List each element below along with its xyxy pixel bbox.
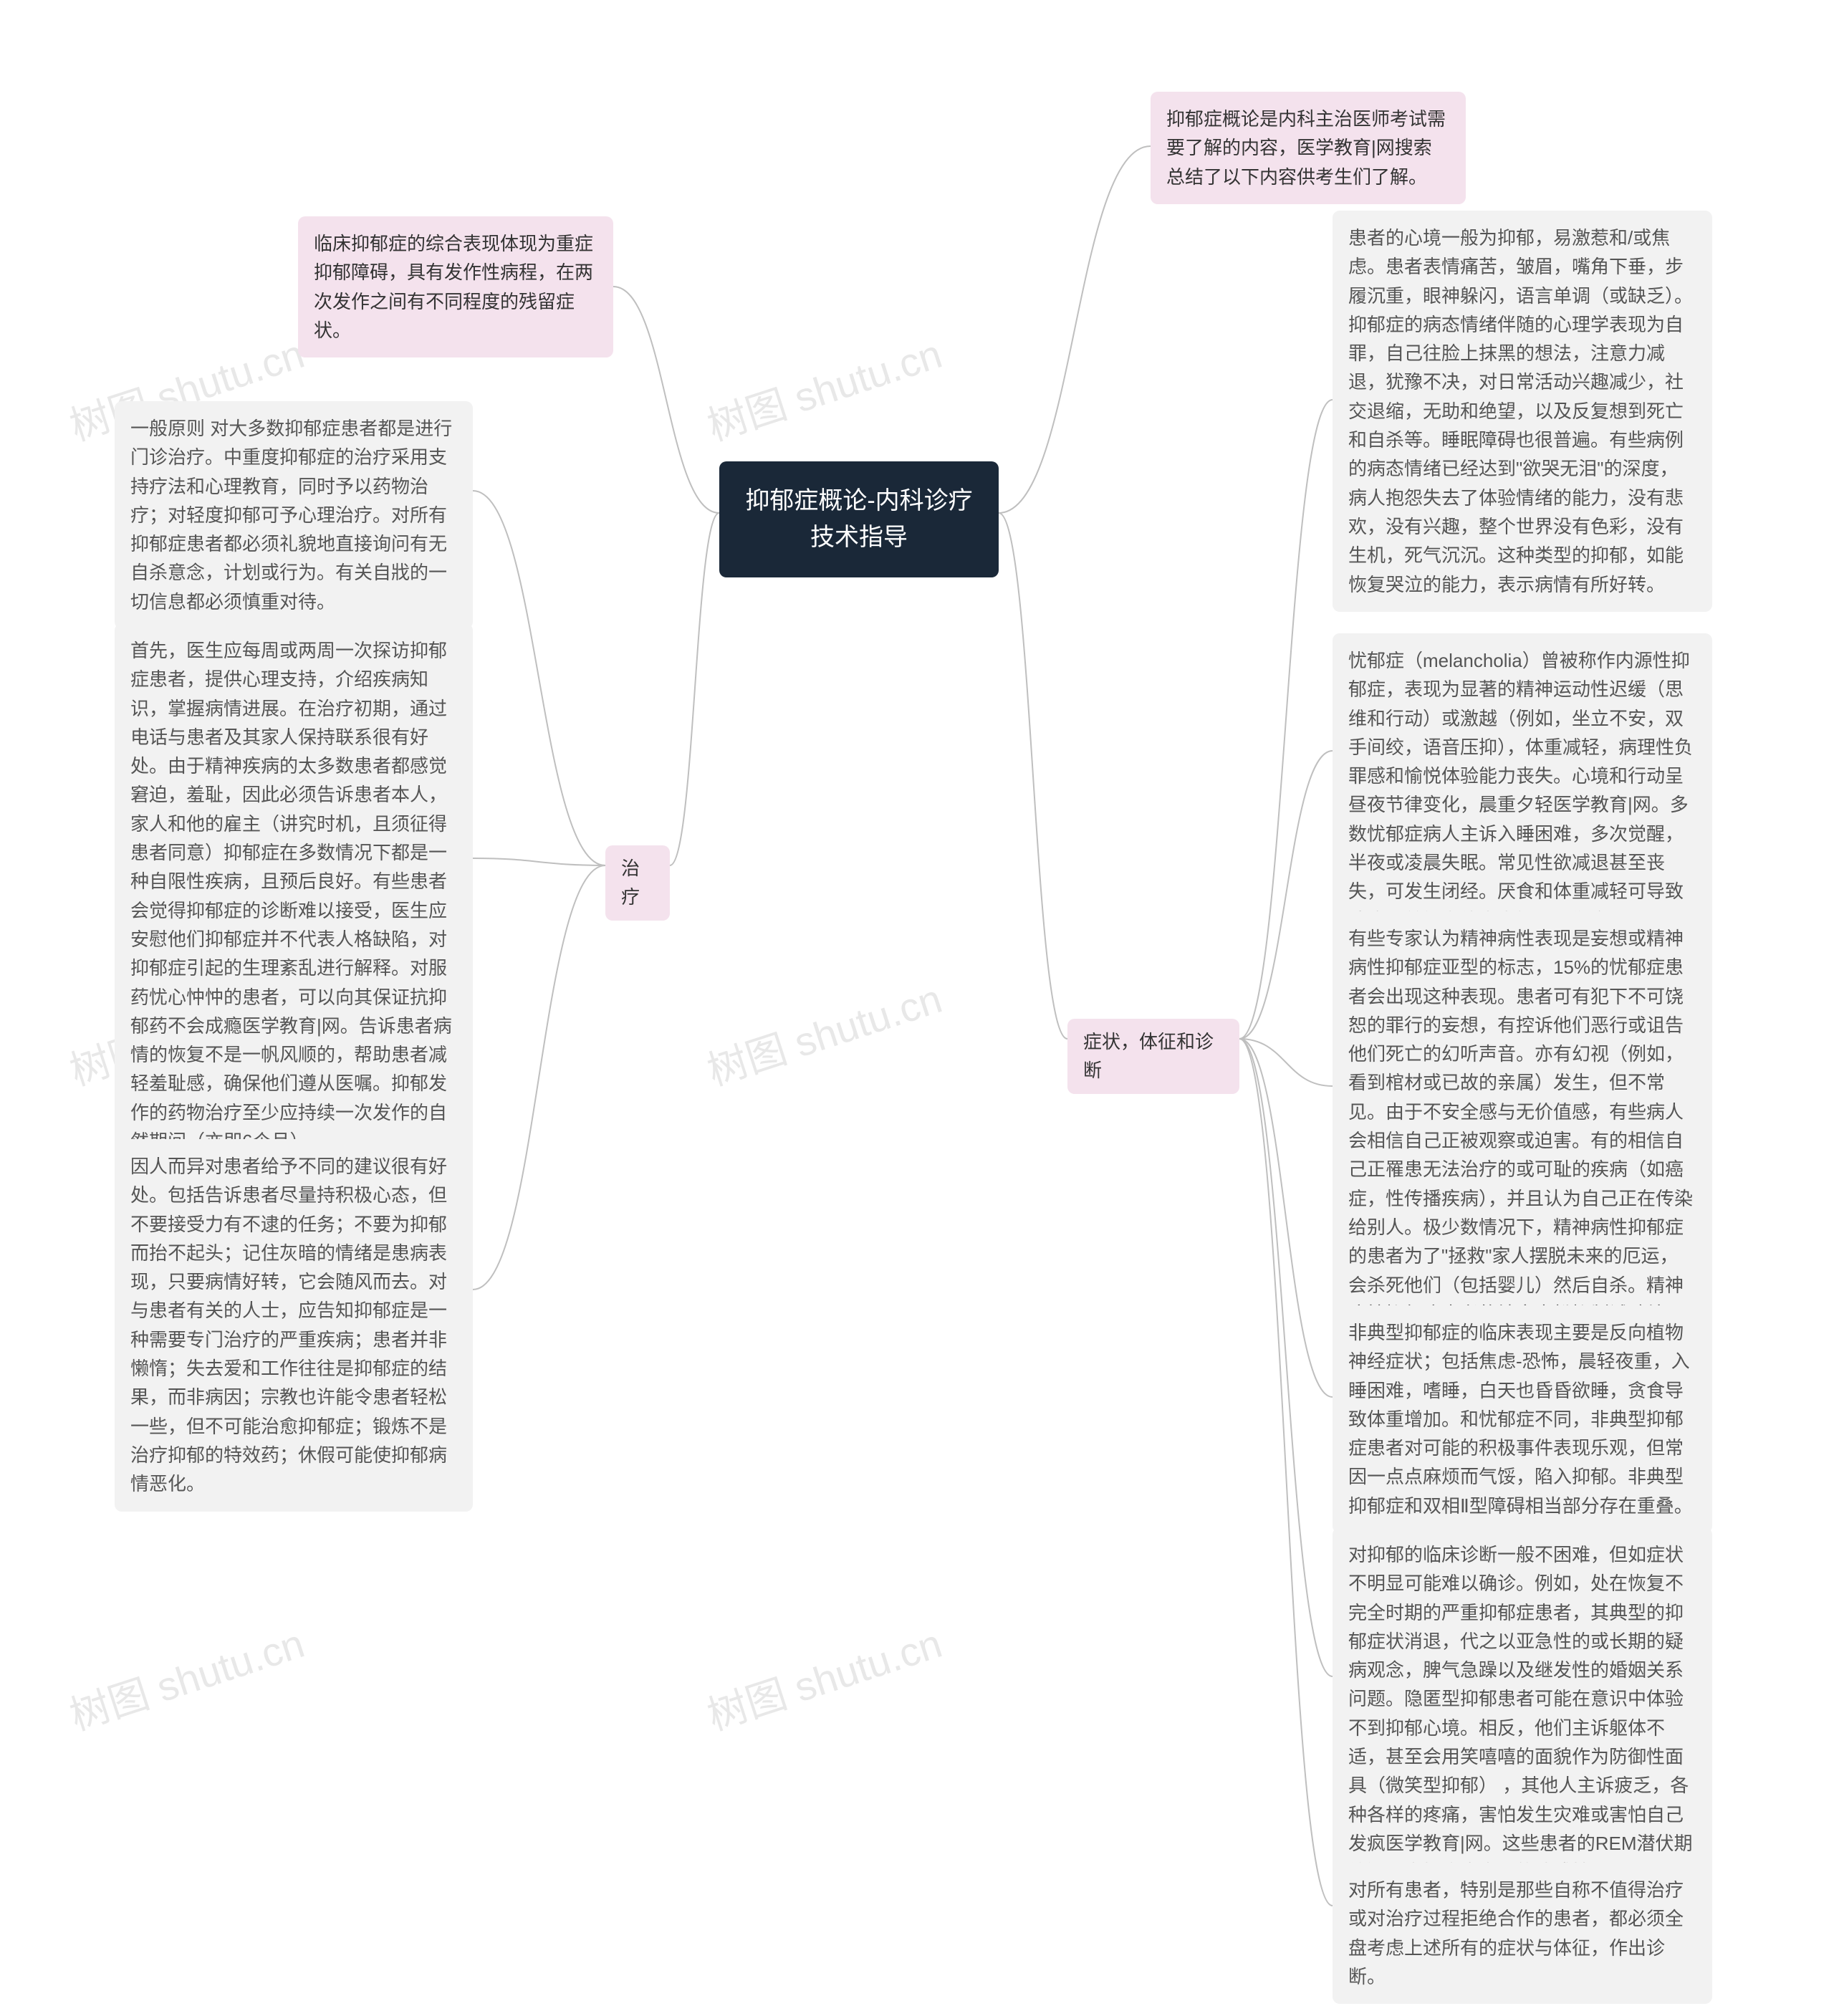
branch-clinical[interactable]: 临床抑郁症的综合表现体现为重症抑郁障碍，具有发作性病程，在两次发作之间有不同程度… [298,216,613,357]
leaf-treatment-1[interactable]: 一般原则 对大多数抑郁症患者都是进行门诊治疗。中重度抑郁症的治疗采用支持疗法和心… [115,401,473,629]
watermark: 树图 shutu.cn [699,322,949,453]
leaf-symptom-2[interactable]: 忧郁症（melancholia）曾被称作内源性抑郁症，表现为显著的精神运动性迟缓… [1333,633,1712,948]
branch-treatment[interactable]: 治疗 [605,845,670,921]
watermark: 树图 shutu.cn [699,967,949,1098]
leaf-symptom-4[interactable]: 非典型抑郁症的临床表现主要是反向植物神经症状；包括焦虑-恐怖，晨轻夜重，入睡困难… [1333,1305,1712,1533]
branch-symptoms[interactable]: 症状，体征和诊断 [1067,1019,1239,1094]
leaf-symptom-5[interactable]: 对抑郁的临床诊断一般不困难，但如症状不明显可能难以确诊。例如，处在恢复不完全时期… [1333,1527,1712,1900]
leaf-symptom-3[interactable]: 有些专家认为精神病性表现是妄想或精神病性抑郁症亚型的标志，15%的忧郁症患者会出… [1333,911,1712,1370]
leaf-symptom-6[interactable]: 对所有患者，特别是那些自称不值得治疗或对治疗过程拒绝合作的患者，都必须全盘考虑上… [1333,1863,1712,2004]
leaf-treatment-3[interactable]: 因人而异对患者给予不同的建议很有好处。包括告诉患者尽量持积极心态，但不要接受力有… [115,1139,473,1512]
watermark: 树图 shutu.cn [62,1612,311,1742]
leaf-symptom-1[interactable]: 患者的心境一般为抑郁，易激惹和/或焦虑。患者表情痛苦，皱眉，嘴角下垂，步履沉重，… [1333,211,1712,612]
leaf-treatment-2[interactable]: 首先，医生应每周或两周一次探访抑郁症患者，提供心理支持，介绍疾病知识，掌握病情进… [115,623,473,1168]
branch-intro[interactable]: 抑郁症概论是内科主治医师考试需要了解的内容，医学教育|网搜索总结了以下内容供考生… [1151,92,1466,204]
root-node[interactable]: 抑郁症概论-内科诊疗技术指导 [719,461,999,577]
watermark: 树图 shutu.cn [699,1612,949,1742]
